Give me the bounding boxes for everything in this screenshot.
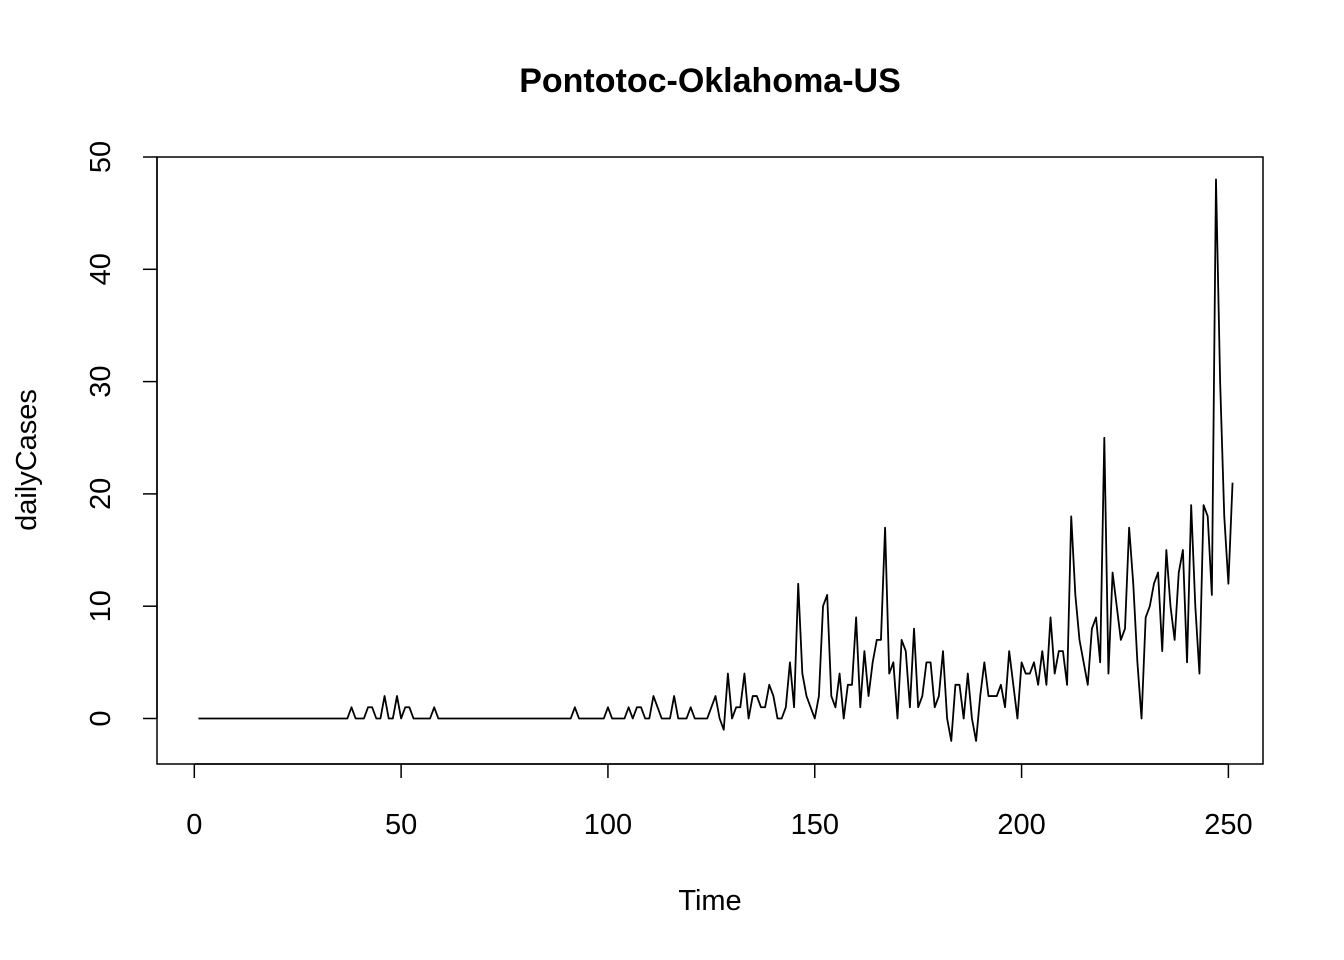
plot-frame — [157, 157, 1263, 764]
x-tick-label: 100 — [584, 809, 632, 841]
y-tick-label: 50 — [85, 141, 117, 173]
x-tick-label: 250 — [1204, 809, 1252, 841]
x-axis: 0 50 100 150 200 250 — [186, 764, 1252, 841]
x-tick-label: 0 — [186, 809, 202, 841]
daily-cases-line — [198, 179, 1232, 741]
y-axis-label: dailyCases — [11, 389, 43, 531]
x-tick-label: 150 — [791, 809, 839, 841]
x-tick-label: 50 — [385, 809, 417, 841]
y-tick-label: 20 — [85, 478, 117, 510]
y-axis: 0 10 20 30 40 50 — [85, 141, 157, 727]
x-axis-label: Time — [678, 885, 741, 917]
y-tick-label: 40 — [85, 253, 117, 285]
y-tick-label: 10 — [85, 590, 117, 622]
y-tick-label: 0 — [85, 710, 117, 726]
x-tick-label: 200 — [997, 809, 1045, 841]
chart-title: Pontotoc-Oklahoma-US — [519, 62, 901, 100]
y-tick-label: 30 — [85, 365, 117, 397]
